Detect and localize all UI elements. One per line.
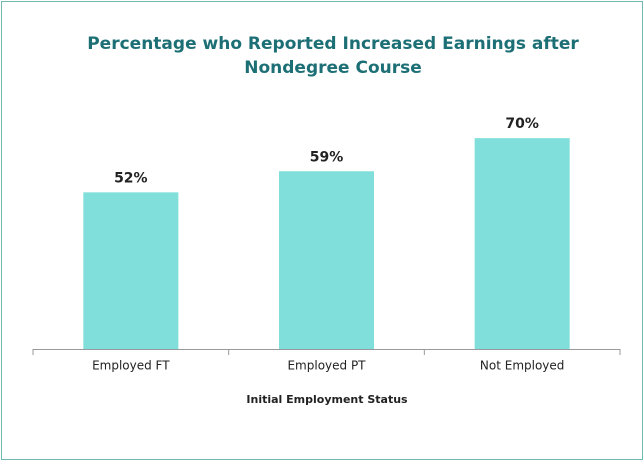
x-tick-label: Not Employed xyxy=(480,359,565,373)
value-label: 59% xyxy=(310,149,344,165)
bar xyxy=(279,171,374,349)
chart-title: Percentage who Reported Increased Earnin… xyxy=(87,34,579,54)
bar xyxy=(474,138,570,349)
x-tick-label: Employed FT xyxy=(92,359,170,373)
x-tick-label: Employed PT xyxy=(287,359,366,373)
bar xyxy=(83,192,179,349)
value-label: 70% xyxy=(505,116,539,132)
x-axis-label: Initial Employment Status xyxy=(246,393,408,406)
value-label: 52% xyxy=(114,170,148,186)
chart-title-line: Nondegree Course xyxy=(244,58,422,78)
